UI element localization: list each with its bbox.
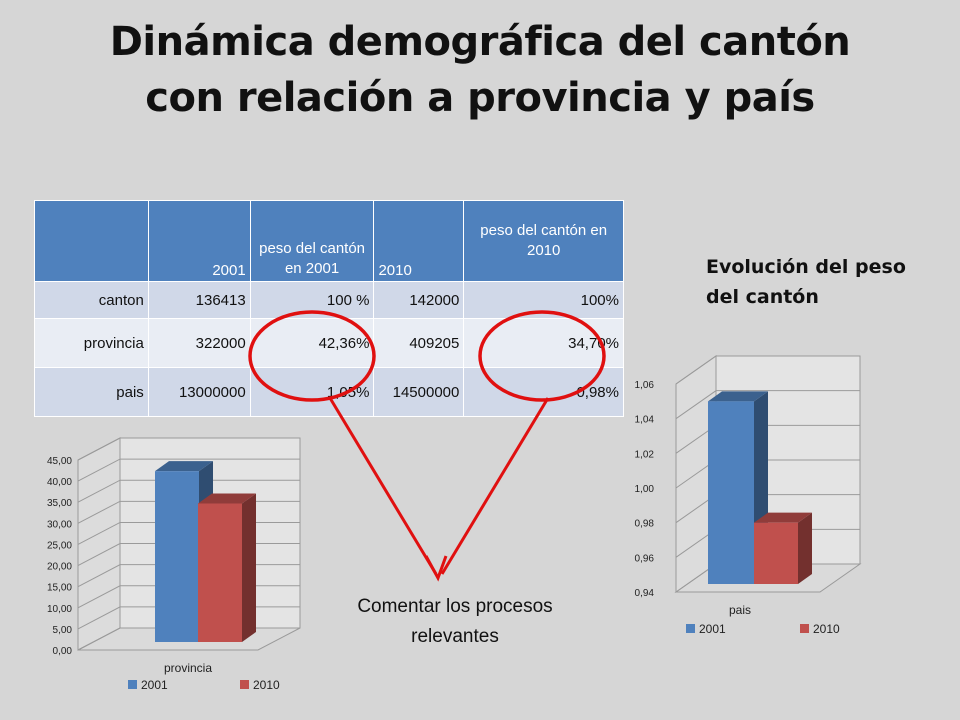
slide-title: Dinámica demográfica del cantón con rela… [0, 14, 960, 126]
table-header-cell: peso del cantón en 2010 [463, 200, 624, 282]
gridline [675, 390, 860, 420]
bar-side-2010 [242, 493, 256, 642]
x-category-label: pais [729, 603, 751, 617]
gridline [77, 458, 300, 482]
y-tick-label: 1,02 [635, 449, 655, 460]
table-cell: 322000 [147, 318, 251, 368]
bar-top-2001 [155, 461, 213, 472]
table-cell: provincia [34, 318, 149, 368]
y-tick-label: 25,00 [47, 540, 72, 551]
highlight-circle-2001 [248, 310, 376, 402]
legend-swatch-2010 [240, 680, 249, 689]
bar-chart-provincia: 0,00 5,00 10,00 15,00 20,00 25,00 30,00 35,00 40… [47, 437, 301, 692]
highlight-circle-2010 [478, 310, 606, 402]
y-tick-label: 35,00 [47, 498, 72, 509]
bar-2001 [708, 401, 754, 584]
arrow-head [424, 555, 448, 582]
table-cell: pais [34, 367, 149, 417]
arrow-line-right [440, 397, 550, 575]
comment-text: Comentar los procesos relevantes [357, 596, 553, 647]
y-tick-label: 40,00 [47, 477, 72, 488]
table-cell: 13000000 [147, 367, 251, 417]
bar-2010 [754, 522, 798, 584]
legend-label-2001: 2001 [141, 678, 168, 692]
table-header-row: 2001 peso del cantón en 2001 2010 peso d… [34, 200, 624, 282]
y-tick-label: 1,04 [635, 415, 655, 426]
table-row: pais 13000000 1,05% 14500000 0,98% [34, 367, 624, 417]
legend-label-2001: 2001 [699, 622, 726, 636]
bar-top-2010 [198, 493, 256, 504]
bar-2010 [198, 503, 242, 642]
title-line-1: Dinámica demográfica del cantón [109, 19, 851, 65]
y-tick-label: 5,00 [53, 625, 73, 636]
y-tick-label: 30,00 [47, 519, 72, 530]
y-tick-label: 20,00 [47, 562, 72, 573]
bar-side-2010 [798, 512, 812, 584]
y-tick-label: 0,98 [635, 519, 655, 530]
legend-swatch-2001 [128, 680, 137, 689]
gridline [77, 437, 300, 461]
table-header-cell: 2010 [373, 200, 465, 282]
title-line-2: con relación a provincia y país [145, 75, 815, 121]
legend-swatch-2010 [800, 624, 809, 633]
table-header-cell: 2001 [147, 200, 251, 282]
legend-swatch-2001 [686, 624, 695, 633]
bar-top-2001 [708, 391, 768, 402]
y-tick-label: 0,96 [635, 553, 655, 564]
table-cell: 34,70% [463, 318, 624, 368]
table-cell: 136413 [147, 281, 251, 319]
side-chart-title: Evolución del peso del cantón [706, 256, 906, 308]
table-header-cell: peso del cantón en 2001 [249, 200, 375, 282]
y-tick-label: 15,00 [47, 583, 72, 594]
arrow-line-left [328, 397, 438, 575]
y-tick-label: 1,00 [635, 484, 655, 495]
legend-label-2010: 2010 [253, 678, 280, 692]
legend-label-2010: 2010 [813, 622, 840, 636]
y-tick-label: 0,94 [635, 588, 655, 599]
y-tick-label: 45,00 [47, 456, 72, 467]
bar-2001 [155, 471, 199, 642]
table-cell: 14500000 [373, 367, 465, 417]
bar-top-2010 [754, 512, 812, 523]
gridline [675, 355, 860, 385]
y-tick-label: 10,00 [47, 604, 72, 615]
x-category-label: provincia [164, 661, 212, 675]
y-tick-label: 1,06 [635, 380, 655, 391]
population-table: 2001 peso del cantón en 2001 2010 peso d… [34, 200, 624, 417]
annotation-layer [248, 310, 606, 582]
gridline [77, 479, 300, 503]
table-cell: canton [34, 281, 149, 319]
y-tick-label: 0,00 [53, 646, 73, 657]
table-cell: 409205 [373, 318, 465, 368]
table-header-cell [34, 200, 149, 282]
